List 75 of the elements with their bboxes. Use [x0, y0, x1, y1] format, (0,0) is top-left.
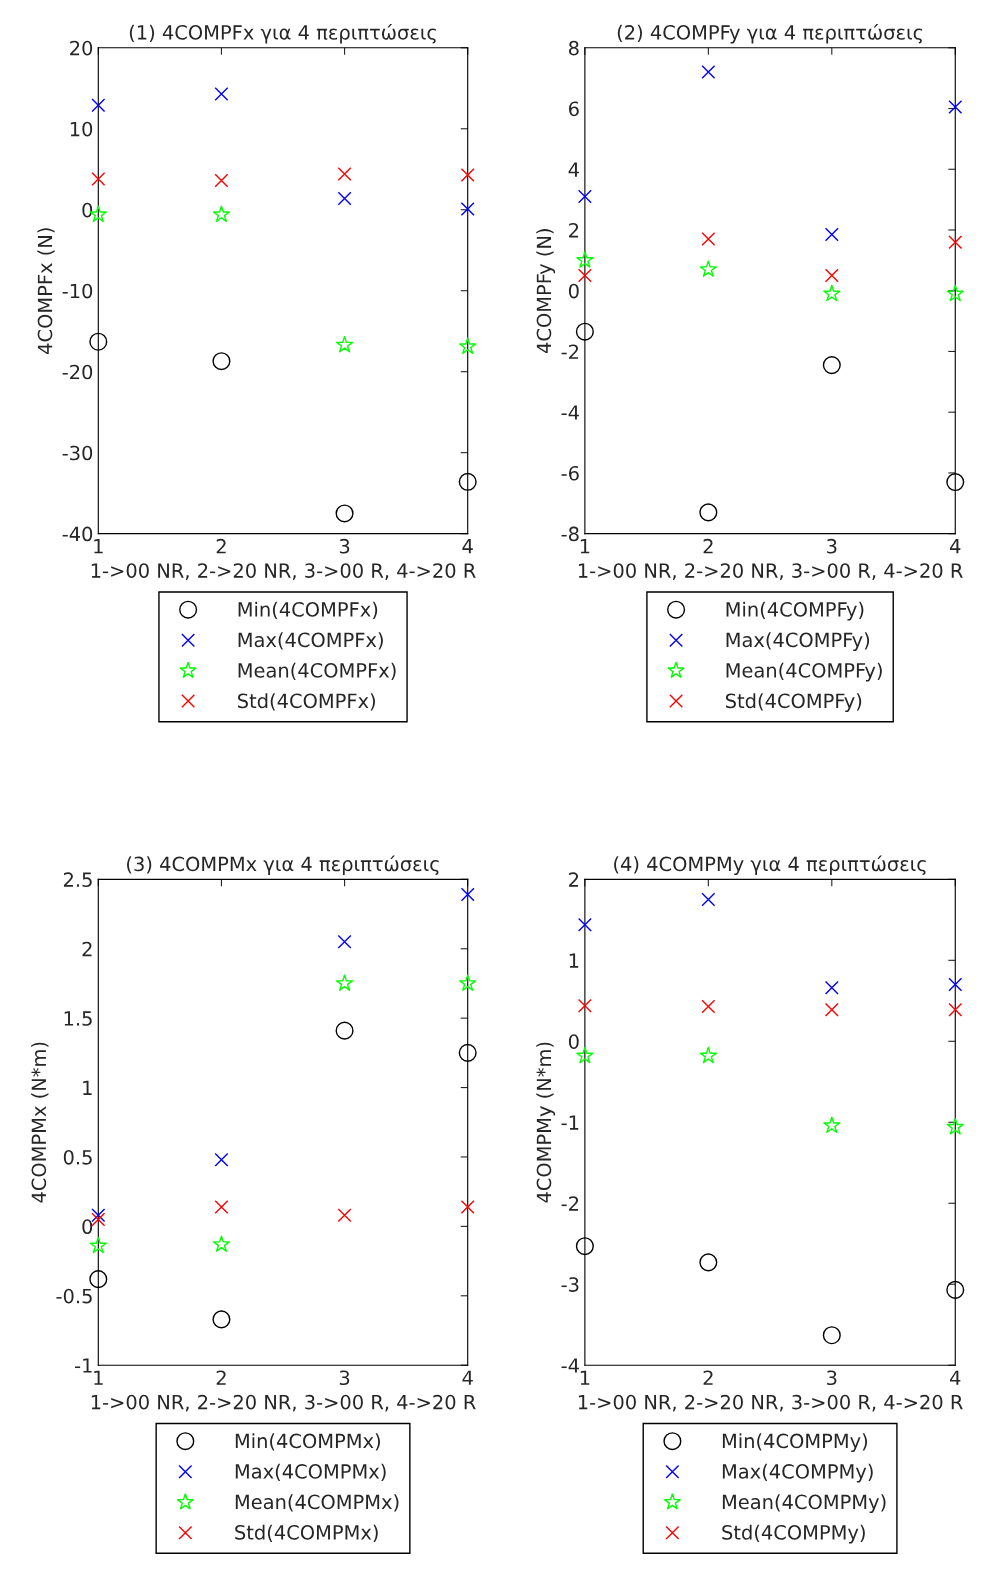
y-axis-title: 4COMPFy (N)	[536, 229, 556, 354]
y-axis-title: 4COMPFx (N)	[37, 228, 55, 354]
y-tick-label: 1	[83, 1080, 92, 1095]
chart-title: (3) 4COMPMx για 4 περιπτώσεις	[127, 855, 439, 876]
y-tick-label: -3	[561, 1277, 579, 1292]
y-tick-label: -2	[561, 1196, 579, 1211]
x-tick-label: 3	[827, 538, 837, 554]
y-tick-label: 0.5	[63, 1149, 92, 1165]
y-tick-label: -0.5	[56, 1288, 92, 1304]
legend-label: Std(4COMPMy)	[722, 1524, 865, 1544]
x-tick-label: 1	[94, 539, 103, 554]
x-tick-label: 3	[339, 1370, 350, 1386]
x-tick-label: 3	[827, 1370, 837, 1386]
x-tick-label: 4	[950, 539, 961, 554]
y-tick-label: 6	[569, 101, 579, 117]
legend-label: Mean(4COMPFy)	[726, 662, 882, 682]
legend-label: Max(4COMPMy)	[722, 1463, 873, 1483]
y-tick-label: -6	[561, 465, 579, 481]
y-tick-label: 8	[568, 40, 579, 56]
y-tick-label: -40	[62, 526, 93, 542]
legend-label: Std(4COMPMx)	[235, 1524, 378, 1543]
y-tick-label: 2	[569, 872, 579, 887]
x-axis-title: 1->00 NR, 2->20 NR, 3->00 R, 4->20 R	[91, 563, 476, 580]
y-tick-label: 2	[82, 941, 92, 957]
y-tick-label: 1	[569, 953, 579, 968]
legend-label: Mean(4COMPMx)	[235, 1494, 399, 1512]
y-tick-label: 0	[568, 1034, 579, 1049]
y-tick-label: -4	[561, 405, 579, 420]
y-tick-label: -8	[561, 526, 579, 542]
y-axis-title: 4COMPMy (N*m)	[536, 1042, 556, 1203]
legend-label: Std(4COMPFx)	[238, 693, 375, 711]
x-tick-label: 1	[580, 539, 590, 554]
x-tick-label: 3	[339, 538, 350, 554]
x-tick-label: 4	[462, 1370, 473, 1385]
y-tick-label: -30	[62, 445, 93, 461]
x-tick-label: 4	[462, 539, 473, 554]
x-tick-label: 2	[703, 538, 713, 554]
legend-label: Min(4COMPFy)	[726, 601, 864, 621]
x-tick-label: 2	[216, 1370, 226, 1385]
x-tick-label: 1	[580, 1370, 590, 1385]
y-tick-label: -10	[62, 283, 93, 299]
x-axis-title: 1->00 NR, 2->20 NR, 3->00 R, 4->20 R	[578, 563, 963, 580]
y-tick-label: -1	[561, 1115, 579, 1130]
x-axis-title: 1->00 NR, 2->20 NR, 3->00 R, 4->20 R	[91, 1394, 476, 1412]
y-tick-label: -2	[561, 344, 579, 359]
y-tick-label: 4	[568, 162, 579, 177]
y-tick-label: 0	[82, 202, 93, 218]
y-tick-label: 20	[70, 40, 93, 56]
y-axis-title: 4COMPMx (N*m)	[31, 1042, 49, 1203]
y-tick-label: -20	[62, 364, 93, 380]
y-tick-label: 2.5	[63, 872, 92, 887]
x-tick-label: 4	[950, 1370, 961, 1385]
legend-label: Max(4COMPMx)	[235, 1463, 386, 1482]
x-axis-title: 1->00 NR, 2->20 NR, 3->00 R, 4->20 R	[578, 1394, 963, 1412]
legend-label: Max(4COMPFy)	[726, 632, 870, 651]
chart-title: (4) 4COMPMy για 4 περιπτώσεις	[614, 855, 926, 876]
x-tick-label: 2	[703, 1370, 713, 1385]
y-tick-label: -4	[561, 1358, 579, 1373]
y-tick-label: -1	[75, 1358, 92, 1373]
chart-title: (1) 4COMPFx για 4 περιπτώσεις	[129, 23, 436, 44]
legend-label: Min(4COMPFx)	[238, 601, 378, 620]
legend-label: Mean(4COMPMy)	[722, 1494, 886, 1514]
legend-label: Min(4COMPMx)	[235, 1433, 380, 1451]
x-tick-label: 1	[94, 1370, 103, 1385]
y-tick-label: 0	[82, 1219, 93, 1235]
y-tick-label: 10	[70, 121, 93, 137]
legend-label: Std(4COMPFy)	[725, 693, 862, 712]
y-tick-label: 1.5	[64, 1011, 92, 1026]
legend-label: Mean(4COMPFx)	[238, 662, 396, 680]
legend-label: Max(4COMPFx)	[238, 632, 383, 650]
y-tick-label: 2	[569, 222, 579, 238]
legend-label: Min(4COMPMy)	[722, 1433, 868, 1453]
y-tick-label: 0	[568, 283, 579, 299]
x-tick-label: 2	[216, 538, 226, 554]
chart-title: (2) 4COMPFy για 4 περιπτώσεις	[617, 23, 923, 44]
